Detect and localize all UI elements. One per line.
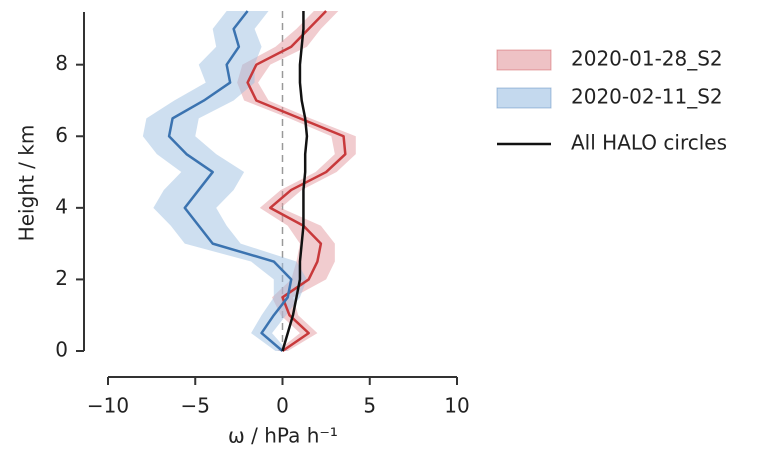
x-axis-label: ω / hPa h⁻¹ <box>228 424 338 448</box>
legend-label: 2020-02-11_S2 <box>571 85 723 109</box>
y-tick-label: 8 <box>55 51 68 75</box>
line <box>246 10 347 353</box>
y-tick-label: 0 <box>55 338 68 362</box>
x-tick-label: 5 <box>363 394 376 418</box>
y-tick-label: 2 <box>55 266 68 290</box>
y-tick-label: 4 <box>55 194 68 218</box>
y-axis-label: Height / km <box>15 125 39 242</box>
x-tick-label: −5 <box>181 394 210 418</box>
line <box>167 10 293 352</box>
legend-swatch <box>496 87 552 109</box>
x-tick-label: 10 <box>444 394 469 418</box>
x-tick-label: 0 <box>276 394 289 418</box>
y-tick-label: 6 <box>55 123 68 147</box>
x-tick-label: −10 <box>87 394 129 418</box>
legend-swatch <box>496 49 552 71</box>
band <box>237 11 356 351</box>
legend-label: 2020-01-28_S2 <box>571 47 723 71</box>
band <box>142 11 307 351</box>
legend-label: All HALO circles <box>571 131 727 155</box>
line <box>281 11 309 352</box>
